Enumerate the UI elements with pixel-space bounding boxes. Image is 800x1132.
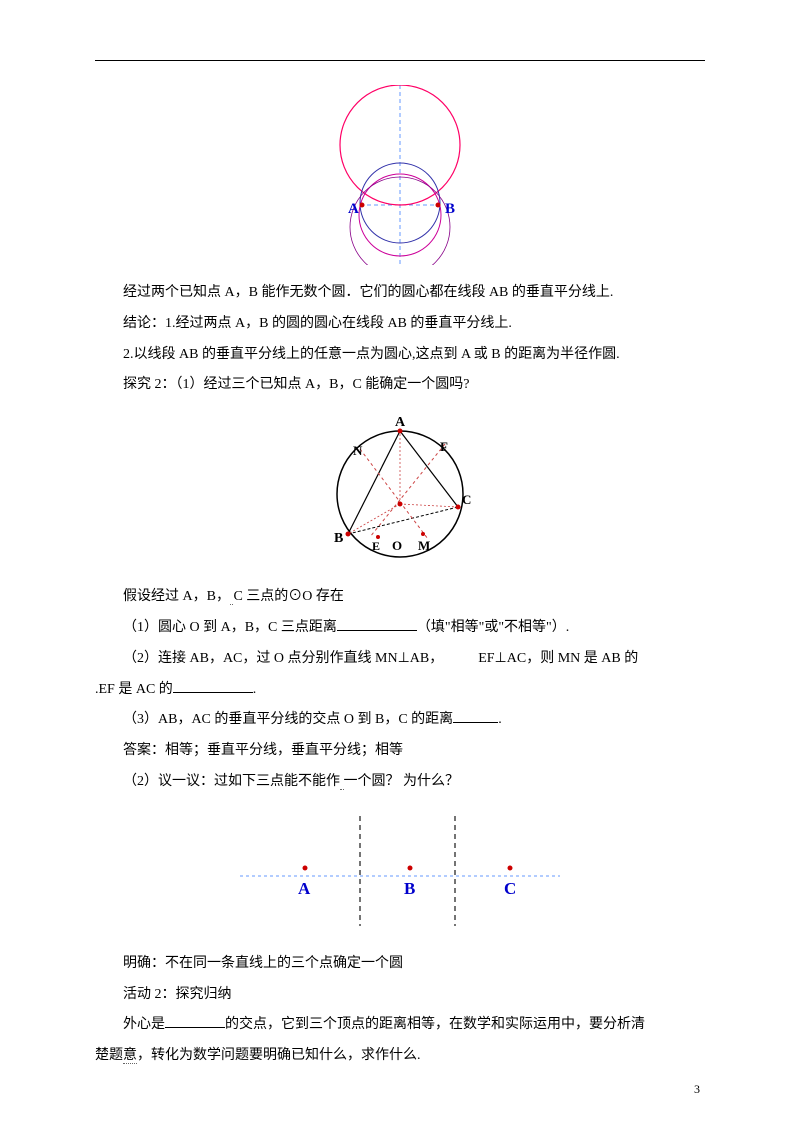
figure-two-points: A B xyxy=(95,85,705,270)
p9-b: . xyxy=(498,712,502,727)
fig3-pt-c xyxy=(508,865,513,870)
fig1-label-a: A xyxy=(348,201,359,217)
p7-b: EF⊥AC，则 MN 是 AB 的 xyxy=(478,651,638,666)
para-4: 探究 2：（1）经过三个已知点 A，B，C 能确定一个圆吗? xyxy=(95,370,705,401)
blank-2 xyxy=(173,678,253,693)
para-2: 结论：1.经过两点 A，B 的圆的圆心在线段 AB 的垂直平分线上. xyxy=(95,309,705,340)
fig3-pt-b xyxy=(408,865,413,870)
fig3-lbl-a: A xyxy=(298,879,311,898)
fig2-lbl-m: M xyxy=(418,538,430,553)
para-6: （1）圆心 O 到 A，B，C 三点距离 （填"相等"或"不相等"）. xyxy=(95,613,705,644)
fig1-point-a xyxy=(360,203,365,208)
blank-1 xyxy=(337,616,417,631)
p15-a: 楚题 xyxy=(95,1048,123,1063)
fig2-lbl-a: A xyxy=(395,415,406,430)
figure-three-points: A N F C B E O M xyxy=(95,409,705,574)
para-3: 2.以线段 AB 的垂直平分线上的任意一点为圆心,这点到 A 或 B 的距离为半… xyxy=(95,340,705,371)
p14-a: 外心是 xyxy=(123,1017,165,1032)
content: A B 经过两个已知点 A，B 能作无数个圆．它们的圆心都在线段 AB 的垂直平… xyxy=(95,85,705,1072)
header-rule xyxy=(95,60,705,61)
para-7: （2）连接 AB，AC，过 O 点分别作直线 MN⊥AB， EF⊥AC，则 MN… xyxy=(95,644,705,675)
fig2-pt-c xyxy=(456,505,461,510)
p15-mid: 意 xyxy=(123,1048,137,1064)
fig2-lbl-n: N xyxy=(353,443,363,458)
fig1-point-b xyxy=(436,203,441,208)
para-10: 答案：相等；垂直平分线，垂直平分线；相等 xyxy=(95,736,705,767)
fig2-pt-b xyxy=(346,532,351,537)
fig2-lbl-f: F xyxy=(440,439,448,454)
fig2-lbl-e: E xyxy=(372,539,380,553)
blank-4 xyxy=(165,1013,225,1028)
p5-a: 假设经过 A，B， xyxy=(123,589,230,604)
para-8: .EF 是 AC 的. xyxy=(95,675,705,706)
p8-b: . xyxy=(253,682,257,697)
p6-b: （填"相等"或"不相等"）. xyxy=(417,620,569,635)
para-12: 明确：不在同一条直线上的三个点确定一个圆 xyxy=(95,949,705,980)
p9-a: （3）AB，AC 的垂直平分线的交点 O 到 B，C 的距离 xyxy=(123,712,453,727)
para-13: 活动 2：探究归纳 xyxy=(95,980,705,1011)
fig2-ef xyxy=(370,444,445,537)
p7-a: （2）连接 AB，AC，过 O 点分别作直线 MN⊥AB， xyxy=(123,651,443,666)
fig2-ac xyxy=(400,431,458,507)
p6-a: （1）圆心 O 到 A，B，C 三点距离 xyxy=(123,620,337,635)
fig2-lbl-o: O xyxy=(392,538,402,553)
fig2-mn xyxy=(360,449,428,539)
para-1: 经过两个已知点 A，B 能作无数个圆．它们的圆心都在线段 AB 的垂直平分线上. xyxy=(95,278,705,309)
fig3-lbl-c: C xyxy=(504,879,516,898)
para-5: 假设经过 A，B， C 三点的⊙O 存在 xyxy=(95,582,705,613)
fig2-bc xyxy=(348,507,458,534)
fig1-svg: A B xyxy=(290,85,510,265)
para-15: 楚题意，转化为数学问题要明确已知什么，求作什么. xyxy=(95,1041,705,1072)
para-11: （2）议一议：过如下三点能不能作 一个圆？ 为什么？ xyxy=(95,767,705,798)
fig2-pt-m xyxy=(421,532,425,536)
blank-3 xyxy=(453,708,498,723)
p14-b: 的交点，它到三个顶点的距离相等，在数学和实际运用中，要分析清 xyxy=(225,1017,645,1032)
p11-a: （2）议一议：过如下三点能不能作 xyxy=(123,774,340,789)
p11-b: 一个圆？ 为什么？ xyxy=(344,774,460,789)
fig3-svg: A B C xyxy=(230,806,570,936)
para-14: 外心是 的交点，它到三个顶点的距离相等，在数学和实际运用中，要分析清 xyxy=(95,1010,705,1041)
fig2-lbl-b: B xyxy=(334,531,343,546)
fig2-oc xyxy=(400,504,458,507)
fig2-lbl-c: C xyxy=(462,492,471,507)
figure-collinear: A B C xyxy=(95,806,705,941)
p15-b: ，转化为数学问题要明确已知什么，求作什么. xyxy=(137,1048,421,1063)
fig2-svg: A N F C B E O M xyxy=(300,409,500,569)
fig1-label-b: B xyxy=(445,201,455,217)
p5-b: C 三点的⊙O 存在 xyxy=(233,589,343,604)
para-9: （3）AB，AC 的垂直平分线的交点 O 到 B，C 的距离. xyxy=(95,705,705,736)
page-number: 3 xyxy=(694,1082,700,1097)
fig3-pt-a xyxy=(303,865,308,870)
p8-a: .EF 是 AC 的 xyxy=(95,682,173,697)
page: A B 经过两个已知点 A，B 能作无数个圆．它们的圆心都在线段 AB 的垂直平… xyxy=(0,0,800,1132)
fig3-lbl-b: B xyxy=(404,879,415,898)
fig2-pt-o xyxy=(398,502,403,507)
fig1-mid-circle xyxy=(360,163,440,243)
